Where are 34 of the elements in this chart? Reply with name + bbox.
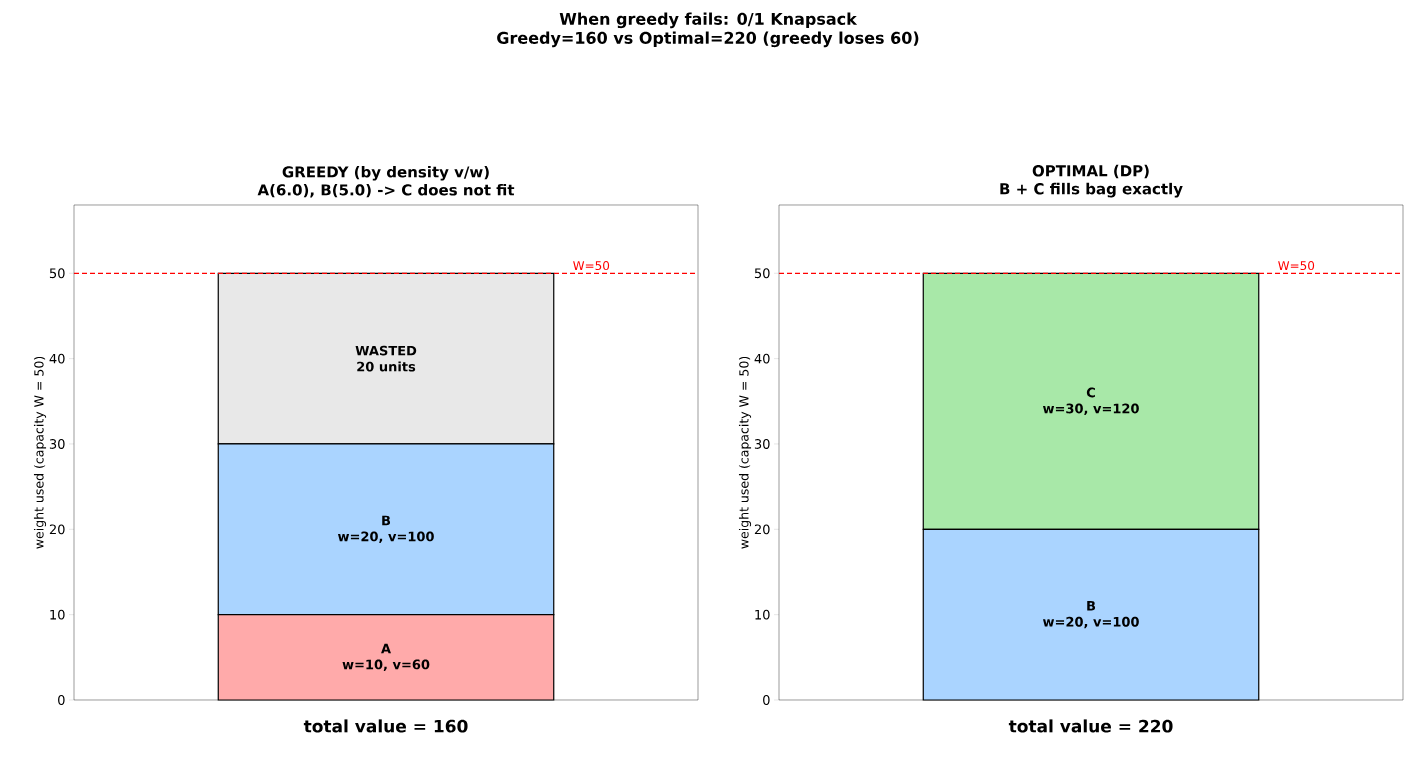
y-tick-label: 0 [763,695,770,705]
data-label: w=20, v=100 [337,531,434,543]
y-tick-label: 30 [754,439,770,449]
chart-subtitle: A(6.0), B(5.0) -> C does not fit [257,183,515,198]
y-tick-label: 40 [49,353,65,364]
y-tick-label: 40 [754,353,770,364]
series-label: C [1086,387,1095,398]
y-tick-label: 30 [49,439,65,449]
data-label: 20 units [357,361,416,372]
y-tick-label: 10 [755,609,770,620]
series-label: B [382,515,391,526]
y-tick-label: 0 [58,695,65,705]
data-label: w=30, v=120 [1042,403,1139,416]
x-axis-title: total value = 220 [1008,719,1173,733]
x-axis-title: total value = 160 [303,719,468,733]
y-tick-label: 10 [50,609,65,620]
data-label: w=10, v=60 [342,659,430,671]
chart-title: GREEDY (by density v/w) [282,165,489,181]
text: When greedy fails: 0/1 Knapsack [559,12,858,29]
ref-line-label: W=50 [573,261,610,271]
y-tick-label: 50 [754,268,770,279]
y-tick-label: 20 [49,524,65,535]
series-label: B [1087,601,1096,611]
data-label: w=20, v=100 [1042,616,1139,629]
text: Greedy=160 vs Optimal=220 (greedy loses 60) [497,31,919,48]
y-tick-label: 20 [754,524,770,535]
y-axis-title: weight used (capacity W = 50) [738,356,752,549]
chart-title: OPTIMAL (DP) [1032,164,1149,179]
chart-subtitle: B + C fills bag exactly [1000,182,1183,198]
y-tick-label: 50 [49,268,65,279]
series-label: A [381,643,391,654]
ref-line-label: W=50 [1278,261,1315,271]
series-label: WASTED [355,345,417,356]
y-axis-title: weight used (capacity W = 50) [33,356,47,549]
